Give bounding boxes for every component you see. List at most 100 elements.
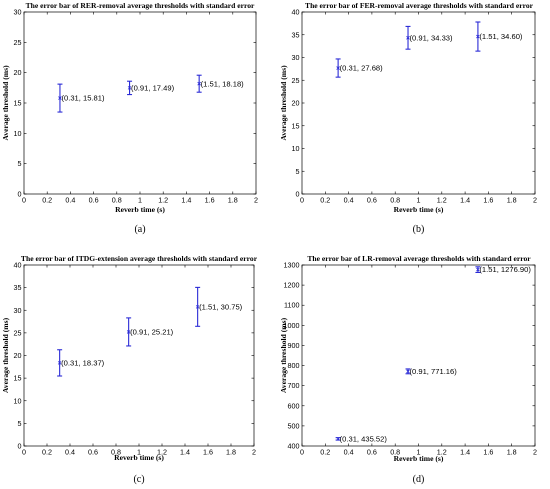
data-label: (0.91, 34.33) bbox=[410, 33, 454, 42]
x-axis-label: Reverb time (s) bbox=[394, 454, 444, 463]
data-label: (0.91, 25.21) bbox=[130, 328, 174, 337]
x-tick-label: 1.8 bbox=[507, 196, 517, 205]
x-tick-label: 1.2 bbox=[158, 196, 168, 205]
y-axis-label: Average threshold (ms) bbox=[1, 65, 10, 141]
y-tick-label: 10 bbox=[292, 144, 300, 153]
panel-caption: (d) bbox=[413, 474, 425, 485]
y-axis-label: Average threshold (ms) bbox=[279, 317, 288, 393]
x-tick-label: 1 bbox=[137, 448, 141, 457]
y-axis-label: Average threshold (ms) bbox=[1, 317, 10, 393]
x-tick-label: 0.8 bbox=[390, 196, 400, 205]
y-tick-label: 800 bbox=[288, 361, 300, 370]
y-tick-label: 0 bbox=[18, 442, 22, 451]
chart-title: The error bar of LR-removal average thre… bbox=[307, 254, 531, 263]
x-tick-label: 0.6 bbox=[367, 196, 377, 205]
data-point-marker bbox=[58, 96, 62, 100]
data-label: (0.31, 27.68) bbox=[340, 64, 384, 73]
y-tick-label: 25 bbox=[14, 328, 22, 337]
x-tick-label: 1.6 bbox=[483, 196, 493, 205]
chart-title: The error bar of ITDG-extension average … bbox=[21, 254, 258, 263]
data-label: (0.31, 18.37) bbox=[61, 358, 105, 367]
data-label: (1.51, 18.18) bbox=[201, 79, 245, 88]
error-bar-point: (1.51, 18.18) bbox=[196, 74, 245, 93]
x-tick-label: 2 bbox=[533, 196, 537, 205]
x-tick-label: 1.4 bbox=[460, 448, 470, 457]
x-axis-label: Reverb time (s) bbox=[114, 453, 164, 462]
x-tick-label: 1.6 bbox=[483, 448, 493, 457]
error-bar-point: (0.91, 34.33) bbox=[405, 25, 454, 50]
x-axis-label: Reverb time (s) bbox=[115, 205, 165, 214]
error-bar-point: (1.51, 1276.90) bbox=[475, 265, 531, 274]
data-point-marker bbox=[336, 66, 340, 70]
y-tick-label: 30 bbox=[14, 8, 22, 17]
x-tick-label: 0 bbox=[300, 448, 304, 457]
y-tick-label: 15 bbox=[14, 99, 22, 108]
data-label: (0.91, 771.16) bbox=[410, 367, 458, 376]
chart-panel-b: The error bar of FER-removal average thr… bbox=[279, 1, 537, 235]
y-tick-label: 10 bbox=[14, 396, 22, 405]
y-tick-label: 0 bbox=[18, 190, 22, 199]
data-point-marker bbox=[57, 361, 62, 365]
y-axis-label: Average threshold (ms) bbox=[279, 65, 288, 141]
x-tick-label: 1.4 bbox=[181, 196, 191, 205]
data-label: (1.51, 34.60) bbox=[479, 32, 523, 41]
error-bar-point: (0.31, 435.52) bbox=[335, 434, 388, 443]
data-label: (0.31, 435.52) bbox=[340, 434, 388, 443]
data-point-marker bbox=[127, 86, 132, 90]
error-bar-point: (0.31, 18.37) bbox=[57, 349, 105, 377]
y-tick-label: 10 bbox=[14, 129, 22, 138]
data-point-marker bbox=[406, 36, 410, 40]
x-tick-label: 0.4 bbox=[65, 196, 75, 205]
x-tick-label: 1.2 bbox=[157, 448, 167, 457]
x-tick-label: 0.8 bbox=[112, 196, 122, 205]
data-point-marker bbox=[197, 81, 201, 86]
y-tick-label: 20 bbox=[292, 99, 300, 108]
x-tick-label: 0 bbox=[300, 196, 304, 205]
error-bar-point: (0.91, 17.49) bbox=[127, 80, 175, 96]
y-tick-label: 900 bbox=[288, 341, 300, 350]
x-tick-label: 2 bbox=[252, 448, 256, 457]
plot-frame bbox=[301, 264, 536, 447]
error-bar-point: (0.31, 27.68) bbox=[335, 58, 384, 78]
x-tick-label: 0.8 bbox=[111, 448, 121, 457]
error-bar-point: (0.31, 15.81) bbox=[57, 83, 105, 113]
chart-panel-a: The error bar of RER-removal average thr… bbox=[1, 1, 258, 235]
y-tick-label: 400 bbox=[288, 442, 300, 451]
y-tick-label: 40 bbox=[292, 8, 300, 17]
x-tick-label: 1 bbox=[138, 196, 142, 205]
x-tick-label: 1.8 bbox=[507, 448, 517, 457]
x-tick-label: 0.2 bbox=[320, 196, 330, 205]
data-label: (1.51, 1276.90) bbox=[479, 265, 531, 274]
data-label: (0.31, 15.81) bbox=[61, 94, 105, 103]
x-tick-label: 0.6 bbox=[88, 448, 98, 457]
y-tick-label: 35 bbox=[14, 283, 22, 292]
x-tick-label: 1.8 bbox=[228, 196, 238, 205]
x-tick-label: 0.8 bbox=[390, 448, 400, 457]
y-tick-label: 1300 bbox=[284, 261, 300, 270]
error-bar-point: (0.91, 771.16) bbox=[405, 367, 458, 376]
data-label: (1.51, 30.75) bbox=[199, 302, 243, 311]
y-tick-label: 5 bbox=[296, 167, 300, 176]
x-tick-label: 0.4 bbox=[65, 448, 75, 457]
y-tick-label: 15 bbox=[292, 121, 300, 130]
y-tick-label: 500 bbox=[288, 421, 300, 430]
y-tick-label: 700 bbox=[288, 381, 300, 390]
data-point-marker bbox=[476, 34, 480, 39]
y-tick-label: 30 bbox=[292, 53, 300, 62]
y-tick-label: 15 bbox=[14, 374, 22, 383]
panel-caption: (c) bbox=[133, 474, 144, 485]
x-tick-label: 0.2 bbox=[42, 448, 52, 457]
x-tick-label: 2 bbox=[254, 196, 258, 205]
x-tick-label: 1.4 bbox=[180, 448, 190, 457]
y-tick-label: 0 bbox=[296, 190, 300, 199]
y-tick-label: 600 bbox=[288, 401, 300, 410]
x-tick-label: 1.2 bbox=[437, 196, 447, 205]
data-point-marker bbox=[476, 267, 480, 272]
y-tick-label: 5 bbox=[18, 159, 22, 168]
plot-frame bbox=[23, 11, 257, 195]
x-tick-label: 1.2 bbox=[437, 448, 447, 457]
x-tick-label: 1.6 bbox=[203, 448, 213, 457]
x-tick-label: 0.6 bbox=[367, 448, 377, 457]
x-tick-label: 1.4 bbox=[460, 196, 470, 205]
